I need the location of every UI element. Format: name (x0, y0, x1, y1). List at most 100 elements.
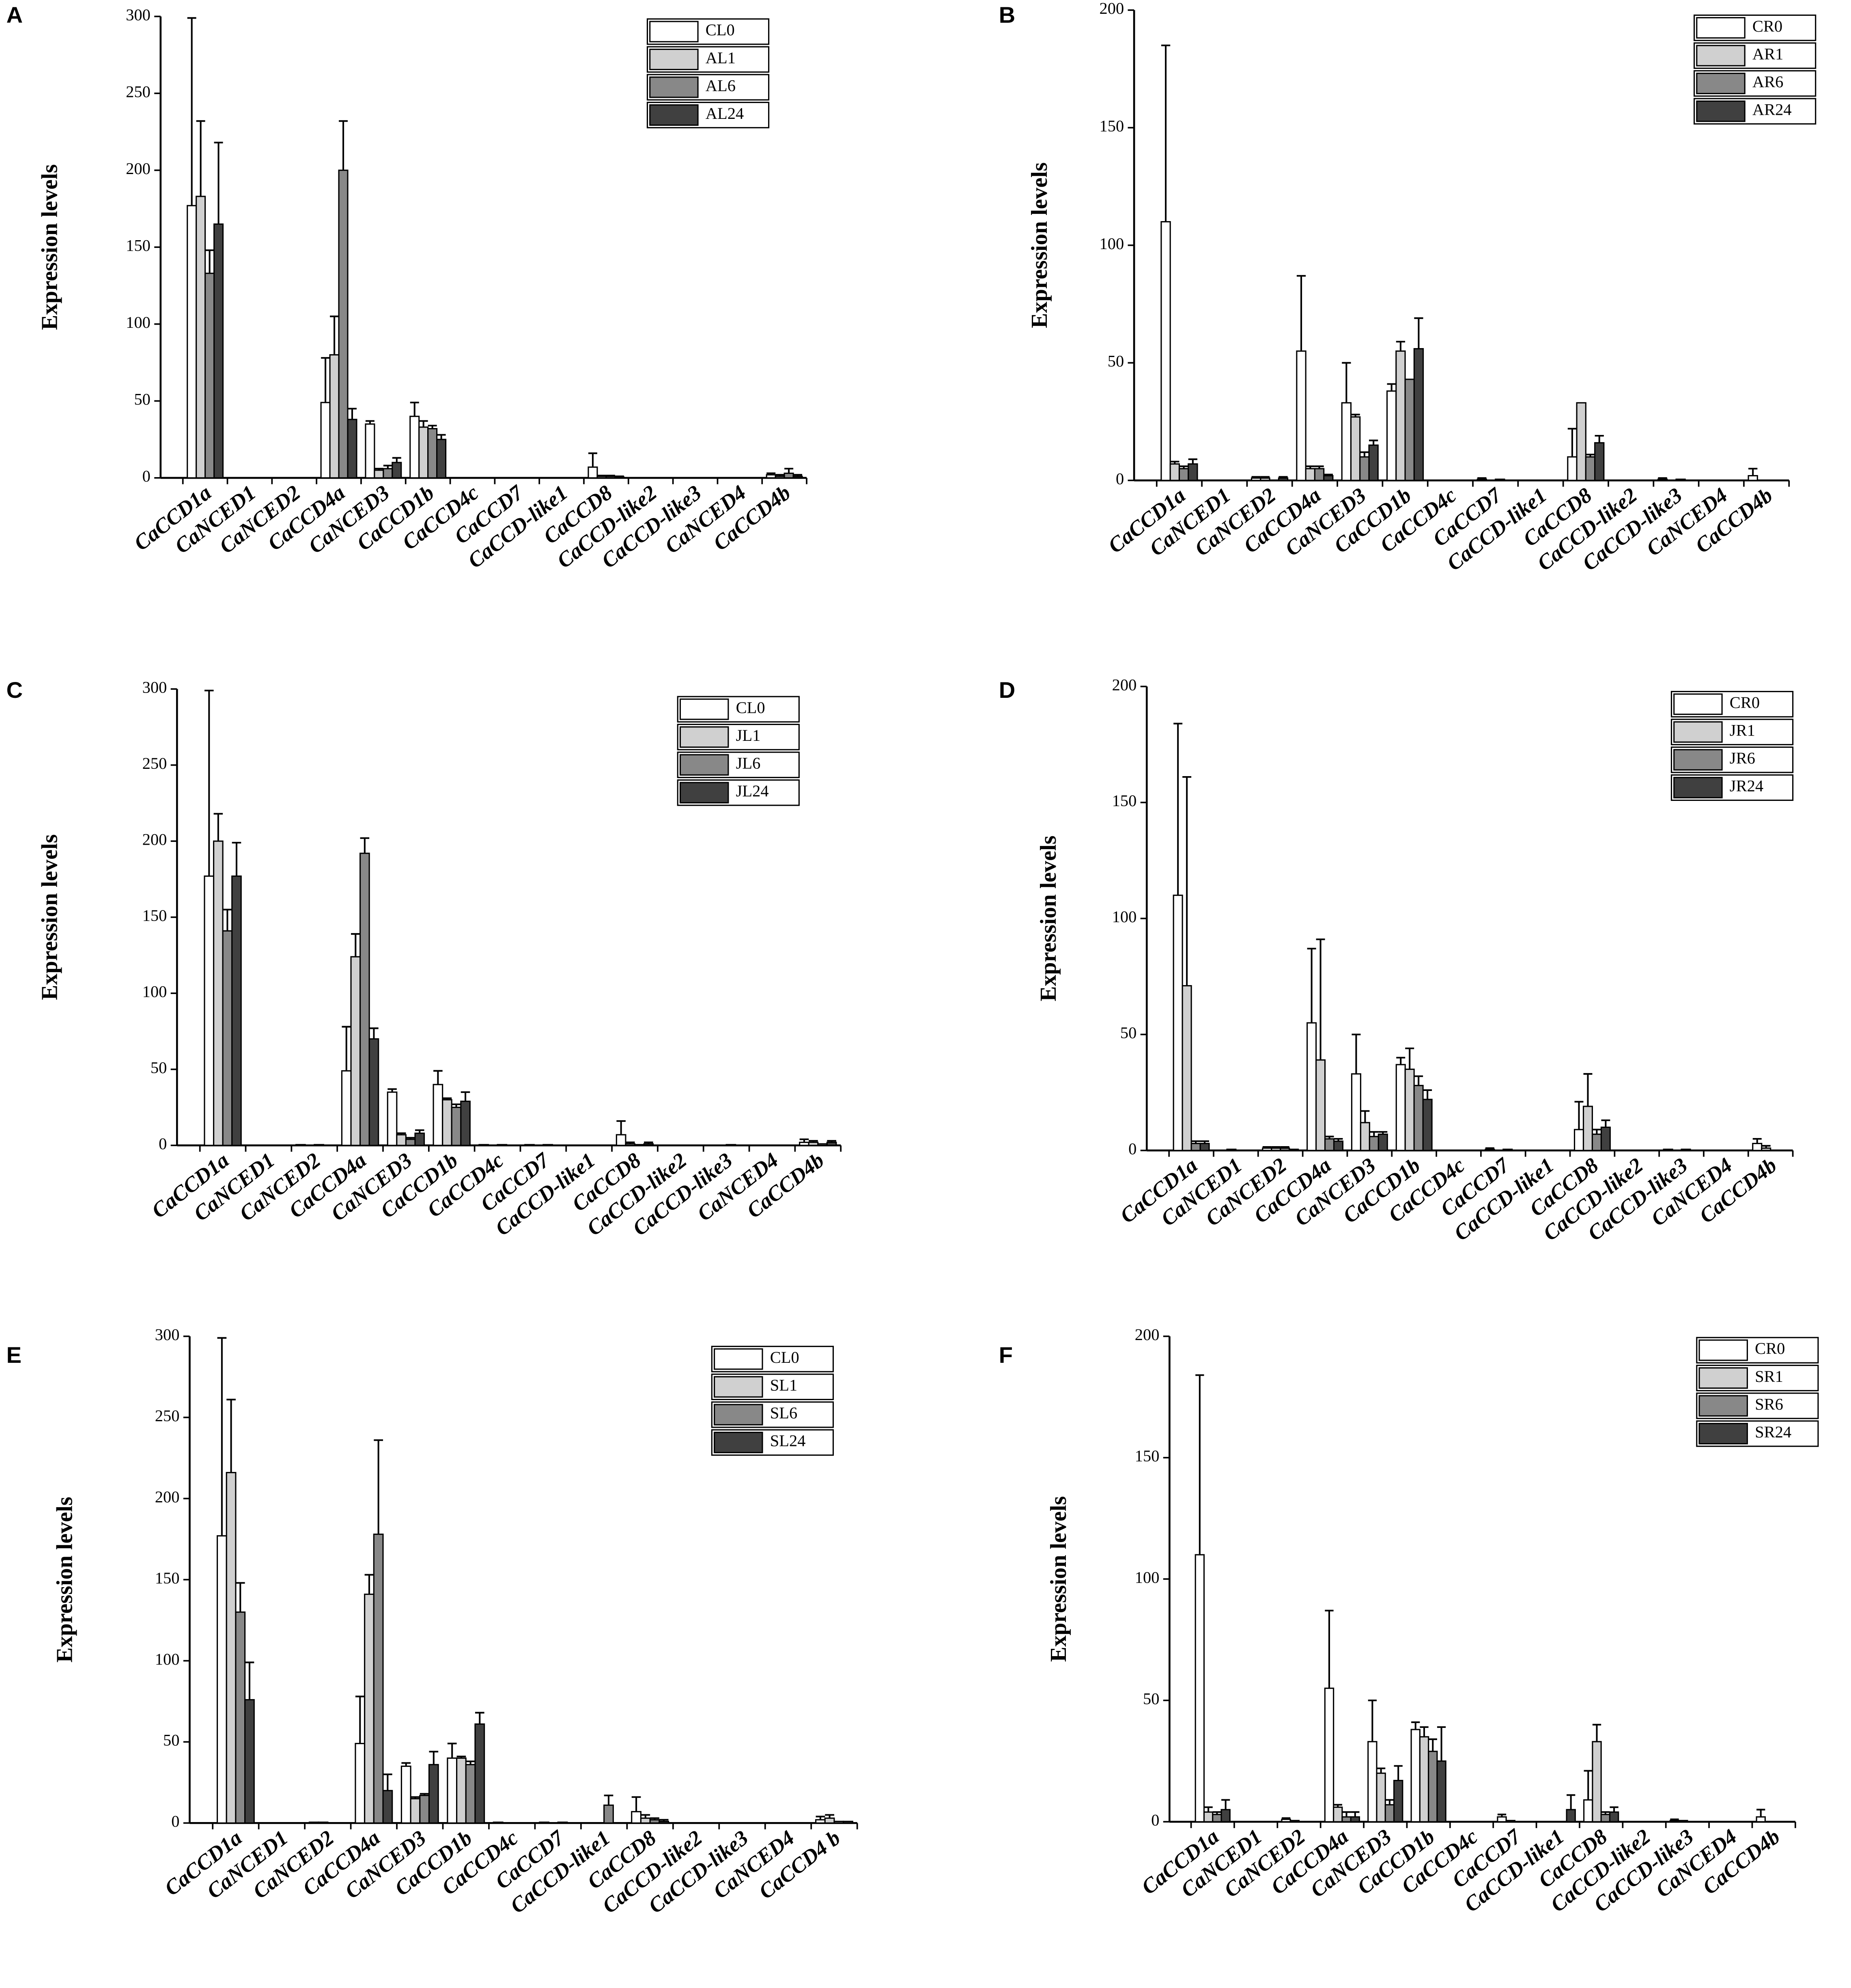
bar (213, 840, 224, 1146)
legend-swatch (714, 1348, 763, 1370)
bar (320, 402, 331, 479)
y-tick-label: 200 (142, 830, 167, 849)
bar (187, 205, 197, 479)
bar (474, 1723, 485, 1824)
bar (1419, 1736, 1429, 1822)
y-tick-label: 200 (1099, 0, 1124, 17)
bar (1566, 1809, 1576, 1822)
error-bar (1592, 1723, 1601, 1742)
bar (1262, 1147, 1272, 1151)
error-bar (321, 357, 330, 403)
bar (1296, 350, 1306, 481)
bar (414, 1132, 425, 1146)
bar (1609, 1811, 1619, 1822)
y-tick-label: 0 (171, 1812, 179, 1831)
y-tick-label: 200 (126, 159, 151, 178)
bar (1341, 402, 1352, 481)
error-bar (447, 1743, 457, 1758)
error-bar (1200, 1140, 1210, 1144)
error-bar (1342, 1811, 1351, 1817)
error-bar (588, 452, 597, 467)
legend-swatch (1673, 777, 1723, 798)
y-tick-label: 150 (1135, 1447, 1160, 1465)
bar (1341, 1816, 1352, 1822)
error-bar (428, 424, 437, 429)
legend-label: AR24 (1752, 101, 1792, 119)
bar (382, 1790, 393, 1824)
bar (418, 426, 429, 479)
bar (347, 419, 357, 479)
error-bar (383, 1773, 392, 1791)
bar (596, 475, 607, 479)
bar (1495, 478, 1505, 481)
bar (329, 354, 340, 479)
panel-label: A (6, 2, 23, 28)
bar (1436, 1760, 1446, 1822)
bar (766, 474, 776, 479)
bar (1413, 348, 1424, 481)
y-tick-label: 300 (155, 1325, 180, 1344)
error-bar (1387, 383, 1396, 391)
error-bar (606, 475, 615, 477)
error-bar (1584, 1770, 1593, 1800)
bar (213, 223, 224, 479)
error-bar (387, 1088, 397, 1092)
error-bar (825, 1814, 834, 1818)
bar (383, 468, 393, 479)
error-bar (827, 1140, 836, 1142)
legend-label: JL1 (736, 726, 761, 744)
y-tick-label: 0 (159, 1134, 167, 1153)
bar (1567, 456, 1578, 481)
error-bar (1405, 1047, 1414, 1069)
bar (1376, 1773, 1386, 1822)
legend-swatch (1696, 45, 1746, 67)
bar (1413, 1084, 1424, 1151)
error-bar (1497, 1814, 1507, 1817)
legend-label: CR0 (1755, 1339, 1785, 1358)
bar (1190, 1142, 1201, 1151)
y-tick-label: 50 (1108, 352, 1124, 370)
error-bar (1396, 341, 1405, 351)
legend-label: CL0 (706, 21, 735, 39)
bar (1305, 468, 1315, 481)
error-bar (187, 17, 196, 206)
bar (631, 1811, 641, 1824)
bar (1195, 1554, 1205, 1822)
bar (1404, 379, 1415, 481)
bar (1314, 468, 1325, 481)
bar (833, 1820, 844, 1824)
legend-swatch (649, 104, 699, 126)
legend-label: AL1 (706, 49, 736, 67)
error-bar (1360, 451, 1369, 457)
error-bar (374, 1439, 383, 1534)
error-bar (1278, 476, 1288, 478)
legend-swatch (679, 698, 729, 720)
bar (826, 1142, 837, 1146)
bar (428, 1764, 439, 1824)
bar (1576, 402, 1586, 481)
bar (1280, 1147, 1290, 1151)
error-bar (1411, 1721, 1420, 1730)
error-bar (1368, 1700, 1377, 1742)
error-bar (1170, 460, 1179, 464)
bar (1281, 1818, 1291, 1822)
bar (1333, 1806, 1343, 1822)
legend-label: JR24 (1730, 777, 1763, 795)
bar (447, 1757, 458, 1824)
error-bar (410, 402, 419, 417)
bar (659, 1820, 669, 1824)
error-bar (351, 933, 360, 957)
error-bar (1325, 1136, 1334, 1139)
error-bar (1260, 476, 1270, 478)
bar (405, 1138, 416, 1146)
panel-label: B (999, 2, 1016, 28)
y-tick-label: 100 (1135, 1568, 1160, 1586)
legend-swatch (1698, 1395, 1748, 1417)
error-bar (401, 1762, 411, 1766)
error-bar (784, 468, 794, 473)
bar (308, 1821, 319, 1824)
bar (1663, 1149, 1673, 1151)
y-tick-label: 200 (155, 1488, 180, 1506)
bar (1315, 1059, 1326, 1151)
